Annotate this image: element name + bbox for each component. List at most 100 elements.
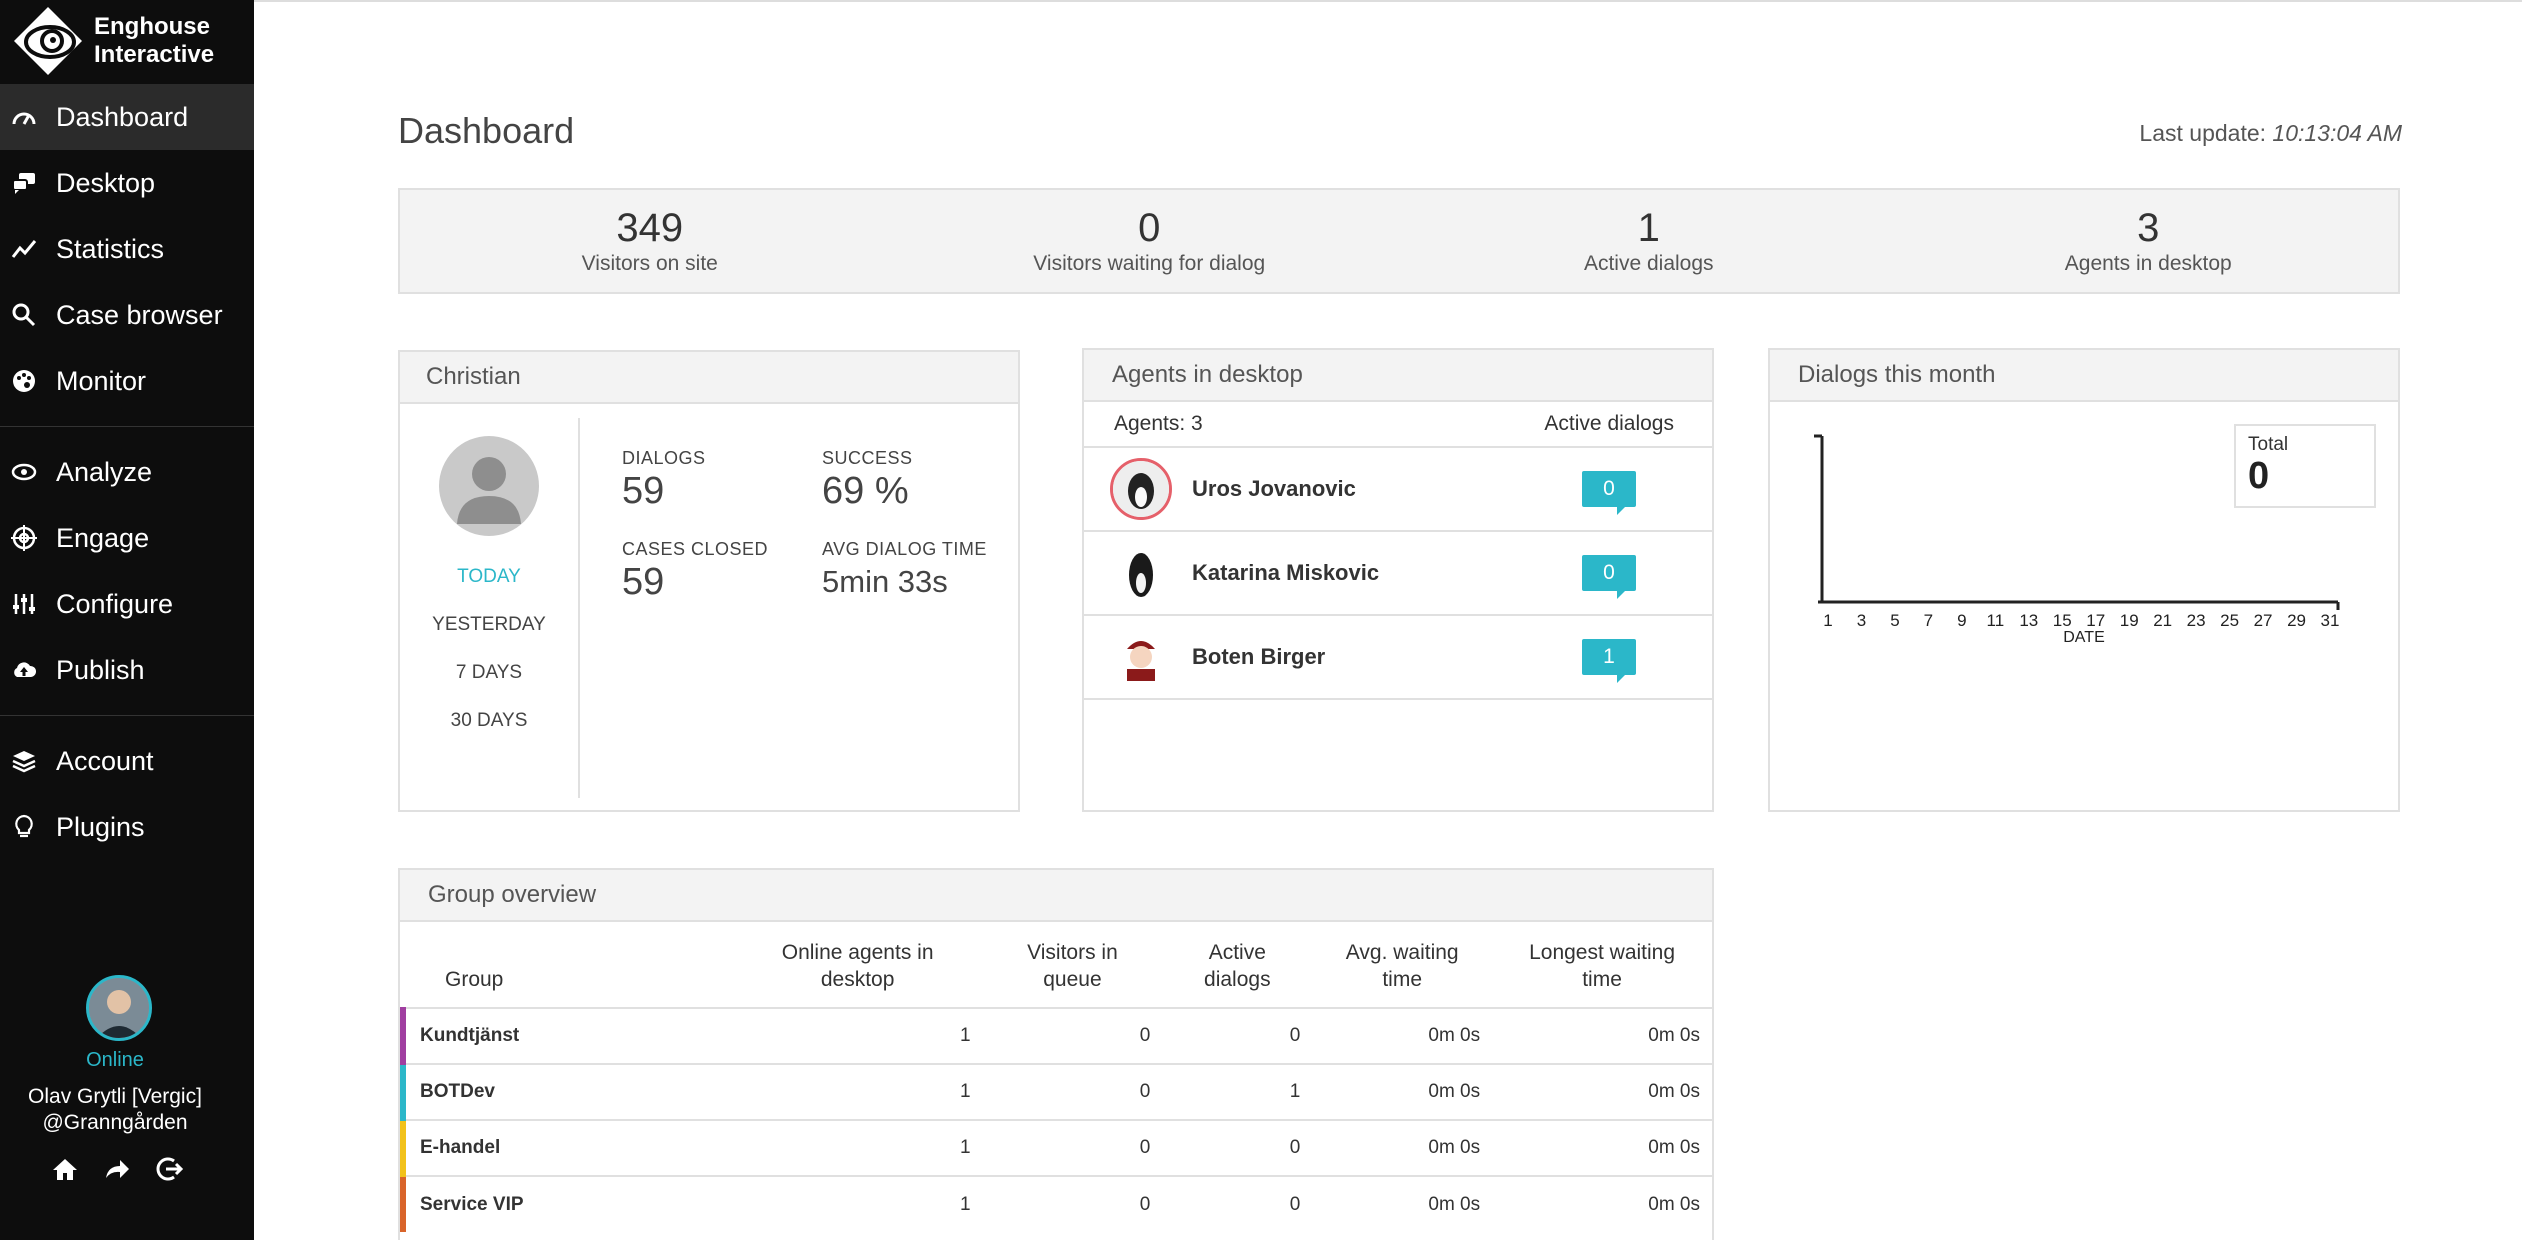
nav-item-account[interactable]: Account [0,728,254,794]
page-title: Dashboard [398,110,575,151]
last-update-time: 10:13:04 AM [2272,120,2402,146]
dog-avatar-icon [1113,545,1169,601]
agent-name: Uros Jovanovic [1192,476,1356,501]
col-group[interactable]: Group [445,968,504,991]
agents-subheader: Agents: 3 Active dialogs [1084,402,1712,448]
avg-waiting-time: 0m 0s [1312,1119,1493,1176]
metrics-grid: DIALOGS 59 SUCCESS 69 % CASES CLOSED 59 … [622,448,1002,604]
col-longest-waiting[interactable]: Longest waiting time [1529,941,1676,991]
table-row[interactable]: BOTDev 1 0 1 0m 0s 0m 0s [400,1063,1712,1120]
group-name: Kundtjänst [400,1007,733,1064]
last-update: Last update: 10:13:04 AM [2139,120,2402,147]
period-yesterday[interactable]: YESTERDAY [432,614,546,635]
placeholder-avatar [439,436,539,536]
active-dialogs: 0 [1162,1175,1313,1232]
table-row[interactable]: Kundtjänst 1 0 0 0m 0s 0m 0s [400,1007,1712,1064]
metric-success: SUCCESS 69 % [822,448,1002,513]
home-icon[interactable] [50,1154,80,1189]
x-tick-label: 11 [1987,611,2005,630]
brand-line2: Interactive [94,41,215,68]
period-7-days[interactable]: 7 DAYS [455,662,523,683]
metric-avg-dialog-time: AVG DIALOG TIME 5min 33s [822,539,1002,604]
nav-divider [0,426,254,427]
search-icon [8,299,40,331]
period-30-days[interactable]: 30 DAYS [450,710,528,731]
x-tick-label: 31 [2321,611,2340,630]
active-dialogs-header: Active dialogs [1544,412,1674,435]
nav-item-monitor[interactable]: Monitor [0,348,254,414]
dialogs-chart: 1 3 5 7 9 11 13 15 17 19 21 23 25 27 29 31 DATE [1814,434,2340,646]
agent-name: Katarina Miskovic [1192,560,1380,585]
x-tick-label: 19 [2120,611,2139,630]
main-nav: Dashboard Desktop Statistics Case browse… [0,84,254,860]
nav-label: Account [56,745,154,776]
user-avatar[interactable] [86,975,152,1041]
metric-value: 69 % [822,470,909,512]
agent-active-count: 0 [1582,555,1636,599]
lightbulb-icon [8,811,40,843]
nav-item-engage[interactable]: Engage [0,505,254,571]
panel-title: Agents in desktop [1084,350,1712,402]
active-dialogs: 1 [1162,1063,1313,1120]
online-agents: 1 [732,1119,983,1176]
agent-active-count: 0 [1582,471,1636,515]
longest-waiting-time: 0m 0s [1492,1175,1712,1232]
x-tick-label: 1 [1823,611,1832,630]
table-row[interactable]: E-handel 1 0 0 0m 0s 0m 0s [400,1119,1712,1176]
panel-title: Dialogs this month [1770,350,2398,402]
brand-line1: Enghouse [94,13,211,40]
nav-label: Dashboard [56,101,189,132]
bot-avatar-icon [1113,629,1169,685]
user-face-icon [89,978,149,1038]
user-status[interactable]: Online [86,1049,144,1071]
metric-label: CASES CLOSED [622,539,769,559]
group-table: Group Online agents in desktop Visitors i… [400,922,1712,1232]
forward-icon[interactable] [102,1154,132,1189]
x-tick-label: 7 [1924,611,1933,630]
col-visitors-queue[interactable]: Visitors in queue [1027,941,1118,991]
last-update-label: Last update: [2139,120,2267,146]
longest-waiting-time: 0m 0s [1492,1063,1712,1120]
table-row[interactable]: Service VIP 1 0 0 0m 0s 0m 0s [400,1175,1712,1232]
stat-label: Visitors on site [581,252,718,275]
nav-item-publish[interactable]: Publish [0,637,254,703]
nav-item-configure[interactable]: Configure [0,571,254,637]
total-value: 0 [2248,455,2270,497]
target-icon [8,522,40,554]
x-tick-label: 9 [1957,611,1966,630]
logout-icon[interactable] [154,1154,184,1189]
agent-row[interactable]: Katarina Miskovic 0 [1084,532,1712,616]
agent-row[interactable]: Boten Birger 1 [1084,616,1712,700]
stat-value: 3 [2137,206,2160,250]
panel-title: Christian [400,352,1018,404]
summary-stats: 349 Visitors on site 0 Visitors waiting … [398,188,2400,294]
metric-value: 59 [622,561,665,603]
col-active-dialogs[interactable]: Active dialogs [1204,941,1271,991]
agent-row[interactable]: Uros Jovanovic 0 [1084,448,1712,532]
nav-item-analyze[interactable]: Analyze [0,439,254,505]
period-today[interactable]: TODAY [457,566,521,587]
eye-logo-icon [14,7,82,75]
metric-value: 59 [622,470,665,512]
nav-item-desktop[interactable]: Desktop [0,150,254,216]
brand-logo[interactable]: Enghouse Interactive [12,2,252,80]
nav-item-case-browser[interactable]: Case browser [0,282,254,348]
nav-item-dashboard[interactable]: Dashboard [0,84,254,150]
eye-icon [8,456,40,488]
nav-item-statistics[interactable]: Statistics [0,216,254,282]
agent-name: Boten Birger [1192,644,1326,669]
x-tick-label: 3 [1857,611,1866,630]
x-tick-label: 15 [2053,611,2072,630]
stat-active-dialogs: 1 Active dialogs [1399,190,1899,292]
metric-label: AVG DIALOG TIME [822,539,987,559]
dialogs-month-panel: Dialogs this month 1 3 5 7 9 11 13 15 17 19 21 23 25… [1768,348,2400,812]
nav-item-plugins[interactable]: Plugins [0,794,254,860]
nav-label: Monitor [56,365,147,396]
active-dialogs: 0 [1162,1007,1313,1064]
stat-waiting: 0 Visitors waiting for dialog [900,190,1400,292]
col-online-agents[interactable]: Online agents in desktop [781,941,934,991]
stat-agents: 3 Agents in desktop [1899,190,2399,292]
x-tick-label: 21 [2153,611,2172,630]
col-avg-waiting[interactable]: Avg. waiting time [1345,941,1459,991]
stat-value: 1 [1637,206,1660,250]
